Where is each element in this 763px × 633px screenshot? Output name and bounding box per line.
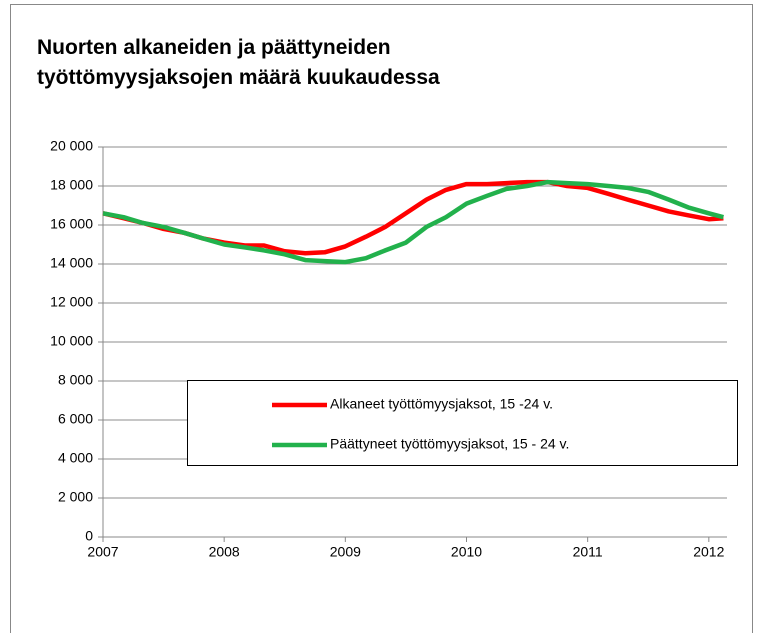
y-tick-label: 16 000	[50, 216, 93, 232]
y-tick-label: 8 000	[58, 372, 93, 388]
y-tick-label: 2 000	[58, 489, 93, 505]
y-tick-label: 4 000	[58, 450, 93, 466]
x-tick-label: 2008	[209, 544, 240, 560]
y-tick-label: 14 000	[50, 255, 93, 271]
chart-border	[10, 4, 753, 633]
x-tick-label: 2010	[451, 544, 482, 560]
x-tick-label: 2012	[693, 544, 724, 560]
chart-title: Nuorten alkaneiden ja päättyneiden	[37, 36, 391, 59]
legend-label: Päättyneet työttömyysjaksot, 15 - 24 v.	[330, 436, 569, 452]
x-tick-label: 2007	[87, 544, 118, 560]
y-tick-label: 18 000	[50, 177, 93, 193]
legend-box	[187, 380, 738, 466]
y-tick-label: 6 000	[58, 411, 93, 427]
series-line	[102, 179, 724, 265]
y-tick-label: 20 000	[50, 138, 93, 154]
chart-subtitle: työttömyysjaksojen määrä kuukaudessa	[37, 66, 440, 89]
x-tick-label: 2011	[573, 544, 603, 560]
legend-label: Alkaneet työttömyysjaksot, 15 -24 v.	[330, 396, 553, 412]
y-tick-label: 0	[85, 528, 93, 544]
y-tick-label: 12 000	[50, 294, 93, 310]
y-tick-label: 10 000	[50, 333, 93, 349]
x-tick-label: 2009	[330, 544, 361, 560]
